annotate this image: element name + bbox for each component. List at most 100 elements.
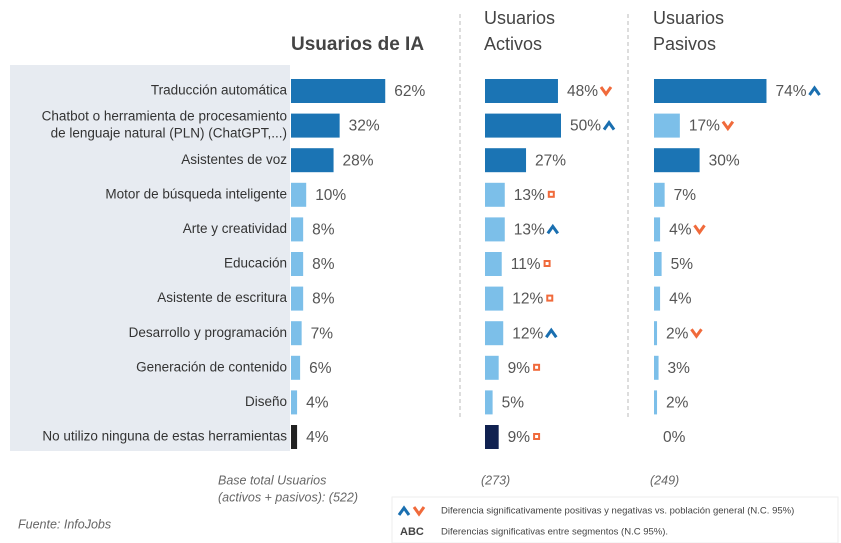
- bar: [654, 286, 661, 311]
- value-label: 3%: [668, 360, 691, 377]
- bar: [291, 217, 304, 242]
- category-label: Chatbot o herramienta de procesamiento: [42, 109, 287, 124]
- value-label: 2%: [666, 325, 689, 342]
- category-label: Arte y creatividad: [183, 221, 287, 236]
- value-label: 12%: [512, 325, 543, 342]
- value-label: 12%: [512, 291, 543, 308]
- value-label: 62%: [394, 83, 425, 100]
- category-label: Motor de búsqueda inteligente: [105, 186, 287, 201]
- base-label: Base total Usuarios: [218, 473, 326, 487]
- marker-down: [690, 328, 703, 339]
- bar: [485, 390, 493, 415]
- legend-text: Diferencia significativamente positivas …: [441, 506, 794, 517]
- bar: [485, 321, 504, 346]
- bar: [654, 390, 658, 415]
- bar: [485, 113, 561, 138]
- bar: [485, 182, 505, 207]
- bar: [485, 79, 558, 103]
- category-label: Asistentes de voz: [181, 152, 287, 167]
- value-label: 4%: [306, 394, 329, 411]
- value-label: 0%: [663, 429, 686, 446]
- value-label: 17%: [689, 118, 720, 135]
- bar: [291, 113, 340, 138]
- bar: [291, 390, 298, 415]
- marker-up: [546, 223, 560, 235]
- value-label: 9%: [508, 360, 531, 377]
- series-title: Usuarios: [653, 8, 724, 28]
- bar: [291, 321, 302, 346]
- value-label: 8%: [312, 256, 335, 273]
- source: Fuente: InfoJobs: [18, 517, 111, 531]
- bar: [654, 355, 659, 380]
- marker-b-inner: [549, 192, 553, 196]
- value-label: 8%: [312, 291, 335, 308]
- base-label: (249): [650, 473, 679, 487]
- category-label: No utilizo ninguna de estas herramientas: [42, 429, 287, 444]
- bar: [291, 355, 301, 380]
- bar: [291, 252, 304, 276]
- marker-down: [412, 506, 426, 517]
- value-label: 48%: [567, 83, 598, 100]
- value-label: 6%: [309, 360, 332, 377]
- bar: [654, 148, 700, 173]
- value-label: 50%: [570, 118, 601, 135]
- category-label: Traducción automática: [151, 83, 288, 98]
- bar: [291, 79, 386, 103]
- category-label: Generación de contenido: [136, 359, 287, 374]
- bar: [291, 182, 307, 207]
- value-label: 13%: [514, 221, 545, 238]
- value-label: 4%: [306, 429, 329, 446]
- base-label: (activos + pasivos): (522): [218, 490, 358, 504]
- bar: [291, 286, 304, 311]
- legend-text: Diferencias significativas entre segment…: [441, 527, 668, 538]
- bar: [291, 425, 298, 449]
- marker-down: [599, 86, 613, 97]
- marker-b-inner: [535, 435, 539, 438]
- legend-box: [391, 496, 839, 543]
- bar: [485, 425, 499, 449]
- base-label: (273): [481, 473, 510, 487]
- value-label: 30%: [709, 152, 740, 169]
- series-title: Activos: [484, 34, 542, 54]
- bar: [654, 321, 658, 346]
- value-label: 32%: [349, 118, 380, 135]
- series-title: Usuarios: [484, 8, 555, 28]
- marker-b-inner: [548, 296, 552, 300]
- marker-up: [808, 85, 821, 96]
- bar: [485, 286, 504, 311]
- value-label: 27%: [535, 152, 566, 169]
- bar: [654, 217, 661, 242]
- value-label: 4%: [669, 221, 692, 238]
- bar: [291, 148, 334, 173]
- bar: [485, 217, 505, 242]
- category-label: de lenguaje natural (PLN) (ChatGPT,...): [51, 126, 287, 141]
- bar: [654, 252, 662, 276]
- legend-symbol: ABC: [400, 526, 424, 538]
- label-panel: [10, 65, 290, 451]
- value-label: 4%: [669, 291, 692, 308]
- series-title: Pasivos: [653, 34, 716, 54]
- bar: [485, 252, 502, 276]
- bar: [654, 79, 767, 103]
- value-label: 28%: [343, 152, 374, 169]
- value-label: 10%: [315, 187, 346, 204]
- category-label: Asistente de escritura: [157, 290, 287, 305]
- value-label: 2%: [666, 394, 689, 411]
- marker-down: [721, 120, 735, 132]
- value-label: 5%: [671, 256, 694, 273]
- value-label: 74%: [775, 83, 806, 100]
- value-label: 7%: [311, 325, 334, 342]
- marker-up: [545, 327, 558, 339]
- category-label: Diseño: [245, 394, 287, 409]
- series-title: Usuarios de IA: [291, 34, 424, 55]
- bar: [485, 148, 527, 173]
- category-label: Educación: [224, 256, 287, 271]
- bar: [485, 355, 499, 380]
- value-label: 13%: [514, 187, 545, 204]
- bar: [654, 182, 665, 207]
- marker-b-inner: [545, 262, 549, 265]
- value-label: 11%: [511, 256, 541, 273]
- category-label: Desarrollo y programación: [129, 325, 287, 340]
- marker-up: [602, 120, 616, 131]
- marker-down: [693, 224, 706, 235]
